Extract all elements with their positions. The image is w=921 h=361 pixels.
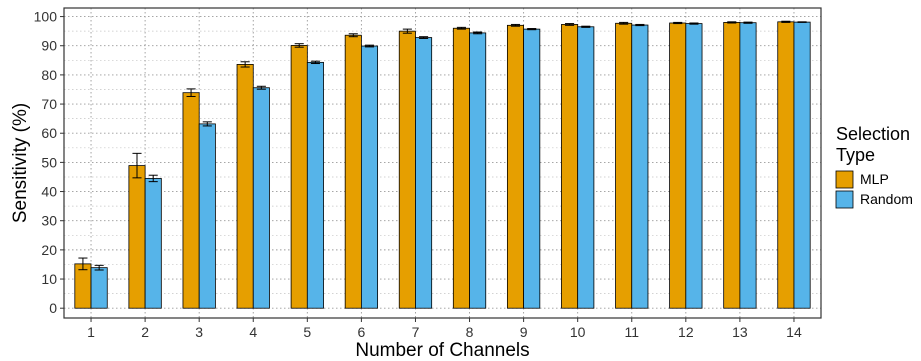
y-tick-label: 30 <box>41 213 57 229</box>
bar-mlp-11 <box>615 22 633 309</box>
bar-mlp-10 <box>561 24 579 309</box>
error-bar-mlp-5 <box>294 43 304 48</box>
error-bar-random-9 <box>527 28 537 31</box>
error-bar-mlp-13 <box>727 21 737 24</box>
error-bar-mlp-7 <box>402 28 412 34</box>
bar-mlp-3 <box>182 92 200 309</box>
legend-label-mlp: MLP <box>860 171 889 187</box>
error-bar-mlp-3 <box>186 88 196 97</box>
error-bars <box>78 20 807 271</box>
x-tick-label: 1 <box>87 324 95 340</box>
bars <box>74 21 811 309</box>
bar-random-5 <box>306 61 324 309</box>
y-tick-label: 100 <box>34 9 58 25</box>
bar-random-12 <box>685 23 703 309</box>
legend-key-mlp <box>835 170 854 189</box>
bar-mlp-12 <box>669 22 687 309</box>
y-axis: 0 10 20 30 40 50 60 70 80 90 100 <box>34 9 64 316</box>
error-bar-random-14 <box>797 21 807 23</box>
bar-random-11 <box>631 24 649 309</box>
error-bar-random-12 <box>689 22 699 25</box>
y-tick-label: 10 <box>41 271 57 287</box>
error-bar-mlp-6 <box>348 33 358 38</box>
legend-title-line-2: Type <box>836 145 875 165</box>
error-bar-random-7 <box>419 36 429 39</box>
bar-mlp-8 <box>452 27 470 309</box>
error-bar-random-4 <box>256 85 266 90</box>
x-tick-label: 11 <box>624 324 639 340</box>
x-tick-label: 6 <box>357 324 365 340</box>
legend-label-random: Random <box>860 191 913 207</box>
y-tick-label: 50 <box>41 154 57 170</box>
error-bar-mlp-8 <box>456 26 466 30</box>
bar-random-1 <box>90 267 108 309</box>
error-bar-random-8 <box>473 31 483 35</box>
bar-random-10 <box>577 26 595 309</box>
y-tick-label: 70 <box>41 96 57 112</box>
error-bar-random-6 <box>364 44 375 48</box>
bar-random-9 <box>523 28 541 309</box>
bar-random-13 <box>739 22 757 309</box>
bar-random-3 <box>198 123 216 309</box>
error-bar-mlp-12 <box>673 21 683 25</box>
error-bar-random-5 <box>310 60 320 65</box>
bar-mlp-6 <box>344 34 362 309</box>
error-bar-mlp-10 <box>565 23 575 26</box>
error-bar-mlp-2 <box>132 152 142 179</box>
error-bar-mlp-14 <box>781 20 791 23</box>
legend-title-line-1: Selection <box>836 124 910 144</box>
y-tick-label: 20 <box>41 242 57 258</box>
bar-mlp-1 <box>74 263 92 309</box>
error-bar-random-13 <box>743 21 753 24</box>
x-tick-label: 12 <box>678 324 694 340</box>
y-tick-label: 80 <box>41 67 57 83</box>
error-bar-random-3 <box>202 121 212 127</box>
error-bar-random-11 <box>635 23 645 27</box>
x-tick-label: 3 <box>195 324 203 340</box>
bar-mlp-2 <box>128 165 146 309</box>
x-tick-label: 2 <box>141 324 149 340</box>
bar-random-7 <box>415 37 433 309</box>
x-tick-label: 4 <box>249 324 257 340</box>
x-axis-title: Number of Channels <box>355 340 529 361</box>
bar-mlp-14 <box>777 21 795 309</box>
x-tick-label: 14 <box>786 324 802 340</box>
bar-mlp-5 <box>290 45 308 309</box>
x-tick-label: 5 <box>303 324 311 340</box>
x-axis: 1 2 3 4 5 6 7 8 9 10 11 12 13 14 <box>87 318 802 340</box>
y-tick-label: 90 <box>41 38 57 54</box>
error-bar-random-1 <box>94 264 104 271</box>
y-tick-label: 60 <box>41 125 57 141</box>
bar-random-6 <box>360 45 379 309</box>
bar-random-14 <box>793 21 811 309</box>
error-bar-mlp-11 <box>619 21 629 25</box>
x-tick-label: 7 <box>412 324 420 340</box>
bar-mlp-4 <box>236 64 254 309</box>
x-tick-label: 13 <box>732 324 748 340</box>
error-bar-mlp-1 <box>78 257 88 271</box>
bar-mlp-9 <box>506 24 525 309</box>
bar-random-4 <box>252 87 270 309</box>
y-tick-label: 0 <box>49 300 57 316</box>
y-tick-label: 40 <box>41 184 57 200</box>
bar-random-8 <box>469 32 487 309</box>
bar-mlp-7 <box>398 30 416 309</box>
error-bar-random-2 <box>148 174 158 183</box>
error-bar-random-10 <box>581 25 591 28</box>
legend-key-random <box>835 190 854 209</box>
y-axis-title: Sensitivity (%) <box>10 103 31 223</box>
grid <box>64 8 821 318</box>
plot-panel-border <box>63 7 822 319</box>
x-tick-label: 10 <box>570 324 586 340</box>
legend: Selection Type MLP Random <box>835 124 913 209</box>
error-bar-mlp-9 <box>510 23 521 27</box>
error-bar-mlp-4 <box>240 61 250 68</box>
bar-mlp-13 <box>723 22 741 309</box>
bar-random-2 <box>144 178 162 309</box>
x-tick-label: 9 <box>520 324 528 340</box>
x-tick-label: 8 <box>466 324 474 340</box>
